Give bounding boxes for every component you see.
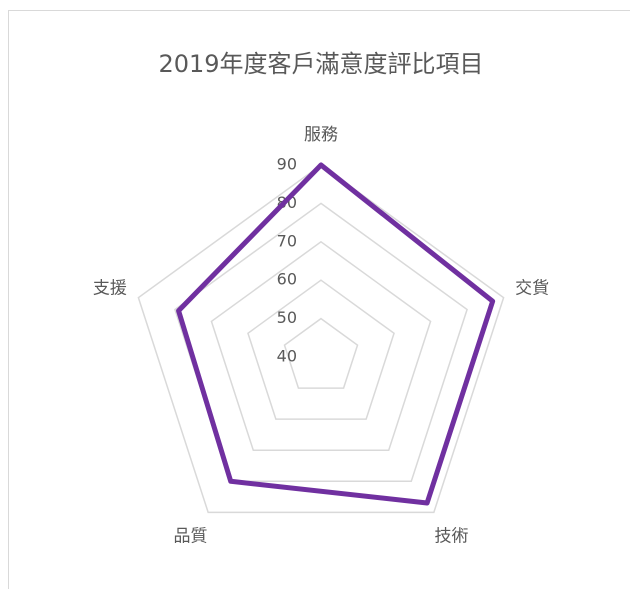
- axis-label: 支援: [93, 278, 127, 298]
- chart-title: 2019年度客戶滿意度評比項目: [158, 50, 483, 78]
- y-tick-label: 90: [277, 155, 297, 174]
- grid-line: [210, 240, 432, 451]
- y-tick-label: 70: [277, 231, 297, 250]
- y-tick-label: 60: [277, 270, 297, 289]
- y-tick-label: 50: [277, 308, 297, 327]
- grid-line: [283, 317, 359, 389]
- grid-line: [247, 279, 395, 420]
- axis-label: 品質: [174, 527, 208, 547]
- radar-line: [176, 162, 496, 506]
- chart-frame: [8, 10, 630, 589]
- axis-label: 交貨: [515, 278, 549, 298]
- grid-line: [137, 164, 505, 514]
- axis-label: 服務: [304, 125, 338, 145]
- y-tick-label: 40: [277, 347, 297, 366]
- axis-label: 技術: [434, 527, 468, 547]
